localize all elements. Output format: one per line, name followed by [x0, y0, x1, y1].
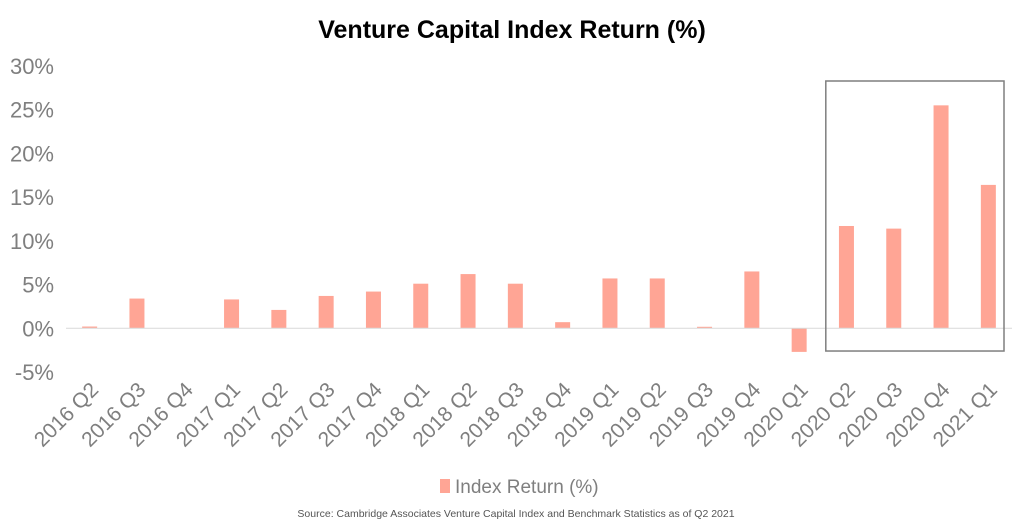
bar-2018-q3: [507, 283, 523, 329]
bar-2017-q1: [224, 299, 240, 329]
bar-2020-q2: [838, 225, 854, 329]
y-tick-label: 25%: [10, 98, 54, 123]
y-tick-label: 0%: [22, 316, 54, 341]
bar-2020-q1: [791, 328, 807, 352]
legend-label: Index Return (%): [455, 477, 599, 498]
bar-series: [82, 105, 996, 352]
bar-2016-q2: [82, 326, 98, 329]
legend: Index Return (%): [440, 477, 599, 498]
bar-2019-q3: [697, 326, 713, 329]
bar-2017-q4: [365, 291, 381, 329]
bar-2017-q2: [271, 309, 287, 329]
bar-2019-q1: [602, 278, 618, 329]
source-note: Source: Cambridge Associates Venture Cap…: [297, 508, 734, 520]
bar-2018-q2: [460, 274, 476, 329]
highlight-box: [825, 80, 1005, 352]
y-tick-label: 10%: [10, 229, 54, 254]
y-tick-label: 20%: [10, 141, 54, 166]
chart-title: Venture Capital Index Return (%): [318, 16, 706, 44]
legend-swatch: [440, 479, 450, 493]
bar-2017-q3: [318, 295, 334, 329]
bar-2018-q4: [555, 322, 571, 329]
bar-2019-q4: [744, 271, 760, 329]
y-axis: -5% 0% 5% 10% 15% 20% 25% 30%: [10, 54, 54, 385]
y-tick-label: 15%: [10, 185, 54, 210]
y-tick-label: -5%: [15, 360, 54, 385]
bar-2021-q1: [980, 184, 996, 329]
bar-2018-q1: [413, 283, 429, 329]
bar-2016-q3: [129, 298, 145, 329]
bar-2020-q3: [886, 228, 902, 329]
bar-2020-q4: [933, 105, 949, 329]
bar-2019-q2: [649, 278, 665, 329]
y-tick-label: 30%: [10, 54, 54, 79]
y-tick-label: 5%: [22, 273, 54, 298]
